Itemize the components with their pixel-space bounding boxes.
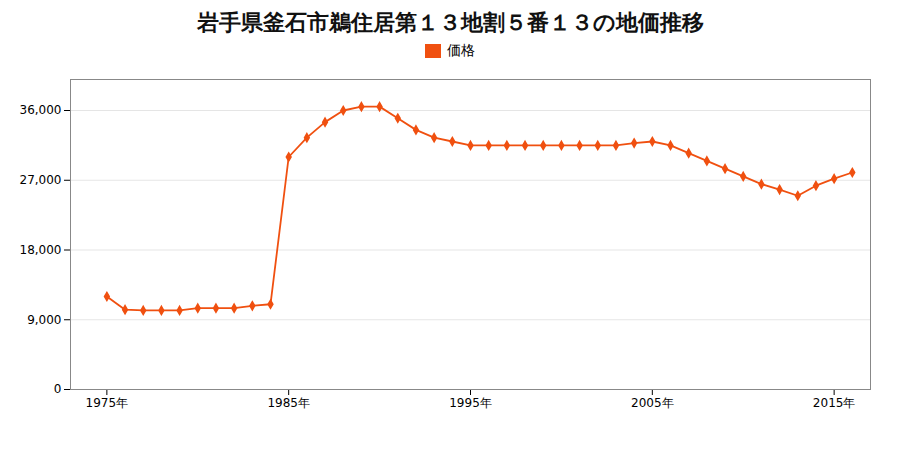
svg-text:0: 0 bbox=[54, 382, 62, 396]
svg-text:1975年: 1975年 bbox=[86, 396, 129, 410]
svg-text:9,000: 9,000 bbox=[27, 313, 61, 327]
svg-text:27,000: 27,000 bbox=[20, 173, 62, 187]
svg-text:2005年: 2005年 bbox=[631, 396, 674, 410]
svg-text:18,000: 18,000 bbox=[20, 243, 62, 257]
html-text:価格: 価格 bbox=[447, 42, 475, 58]
html-text:岩手県釜石市鵜住居第１３地割５番１３の地価推移: 岩手県釜石市鵜住居第１３地割５番１３の地価推移 bbox=[196, 10, 704, 35]
svg-text:2015年: 2015年 bbox=[813, 396, 856, 410]
svg-text:36,000: 36,000 bbox=[20, 103, 62, 117]
svg-text:1995年: 1995年 bbox=[449, 396, 492, 410]
svg-text:1985年: 1985年 bbox=[267, 396, 310, 410]
